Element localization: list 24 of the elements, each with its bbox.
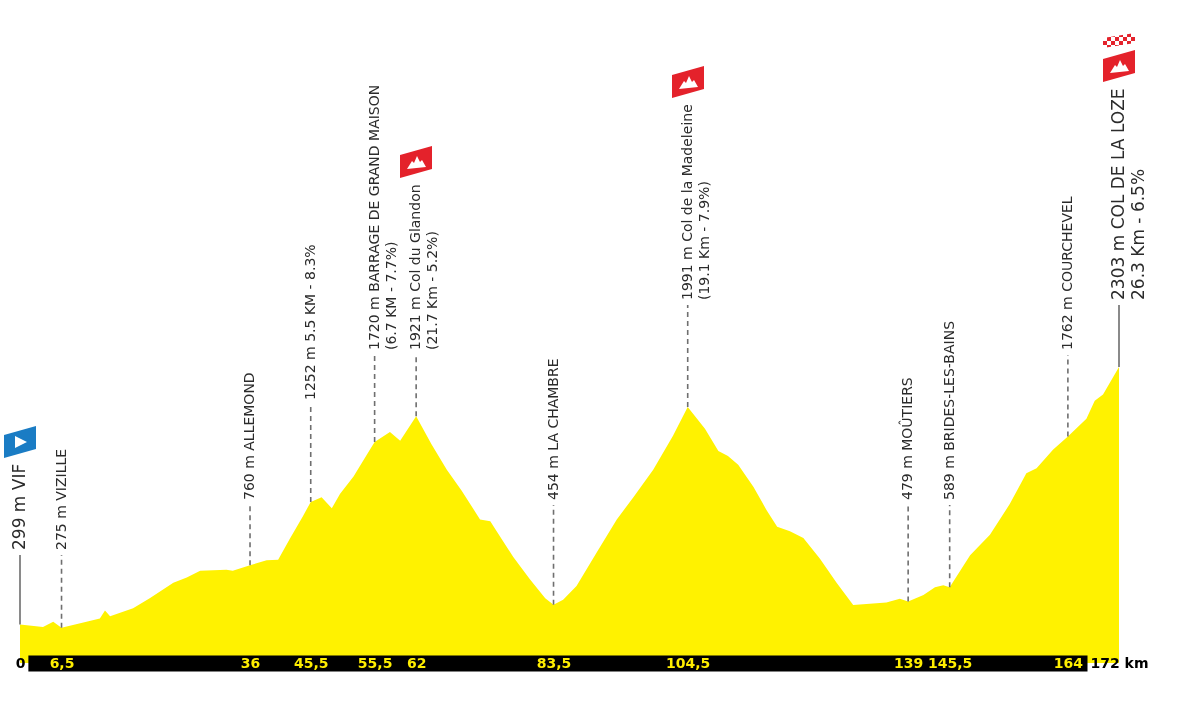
annotation: 1720 m BARRAGE DE GRAND MAISON (6.7 KM - 7.7%)	[365, 84, 399, 350]
x-tick-label: 83,5	[536, 654, 572, 671]
annotation: 760 m ALLEMOND	[241, 372, 258, 500]
annotation: 1762 m COURCHEVEL	[1058, 196, 1075, 350]
x-tick-label: 62	[406, 654, 427, 671]
annotation: 479 m MOÛTIERS	[898, 377, 916, 500]
annotation: 299 m VIF	[9, 463, 29, 550]
annotation: 454 m LA CHAMBRE	[544, 358, 561, 500]
annotation: 2303 m COL DE LA LOZE 26.3 Km - 6.5%	[1108, 88, 1148, 300]
annotation: 275 m VIZILLE	[52, 448, 69, 550]
x-tick-label: 164	[1053, 654, 1084, 671]
x-tick-label: 139	[894, 654, 924, 671]
x-tick-label: 145,5	[928, 654, 973, 671]
x-tick-label: 55,5	[357, 654, 393, 671]
x-tick-label: 36	[240, 654, 261, 671]
annotation: 1921 m Col du Glandon (21.7 Km - 5.2%)	[407, 184, 441, 350]
x-tick-label: 0	[15, 654, 26, 671]
x-tick-label: 45,5	[293, 654, 329, 671]
annotation: 1991 m Col de la Madeleine (19.1 Km - 7.9%)	[678, 104, 712, 300]
annotation: 1252 m 5.5 KM - 8.3%	[301, 244, 318, 400]
x-tick-label: 6,5	[49, 654, 75, 671]
x-tick-label: 104,5	[666, 654, 711, 671]
annotation: 589 m BRIDES-LES-BAINS	[940, 320, 957, 500]
x-tick-label: 172 km	[1090, 654, 1149, 671]
